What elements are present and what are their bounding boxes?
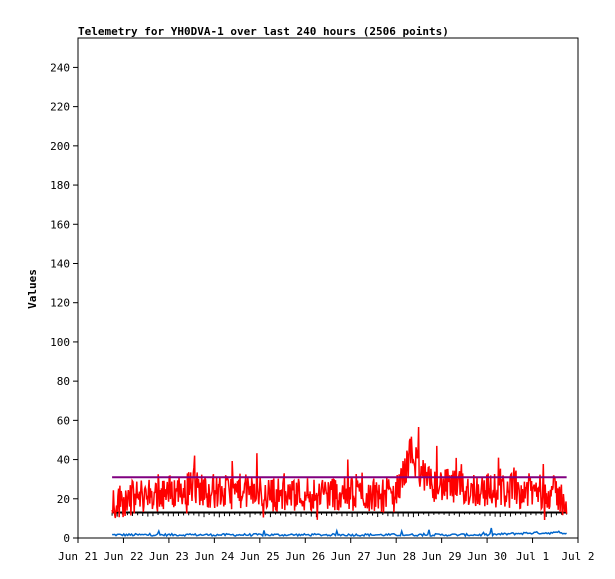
chart-title: Telemetry for YH0DVA-1 over last 240 hou…	[78, 25, 449, 38]
x-tick-label: Jun 25	[240, 550, 280, 563]
plot-frame	[77, 37, 579, 539]
y-tick-label: 240	[50, 61, 70, 74]
x-tick-label: Jun 21	[58, 550, 98, 563]
y-tick-label: 0	[63, 532, 70, 545]
series-line-0	[111, 426, 568, 521]
y-tick-label: 180	[50, 179, 70, 192]
y-tick-label: 100	[50, 336, 70, 349]
x-tick-label: Jun 24	[194, 550, 234, 563]
x-tick-label: Jul 1	[516, 550, 549, 563]
x-tick-label: Jun 29	[422, 550, 462, 563]
y-tick-label: 140	[50, 257, 70, 270]
x-tick-label: Jun 26	[285, 550, 325, 563]
y-tick-label: 20	[57, 493, 70, 506]
x-tick-label: Jun 23	[149, 550, 189, 563]
x-tick-label: Jun 27	[331, 550, 371, 563]
x-axis: Jun 21 Jun 22 Jun 23 Jun 24 Jun 25 Jun 26 Jun …	[58, 538, 595, 563]
y-tick-label: 200	[50, 140, 70, 153]
y-tick-label: 120	[50, 297, 70, 310]
y-tick-label: 220	[50, 101, 70, 114]
x-tick-label: Jun 22	[104, 550, 144, 563]
series-line-3	[112, 527, 567, 538]
y-axis: 0 20 40 60 80 100 120 140 160 180 200 220 240	[50, 61, 78, 545]
y-axis-label: Values	[26, 269, 39, 309]
y-tick-label: 60	[57, 414, 70, 427]
y-tick-label: 80	[57, 375, 70, 388]
x-tick-label: Jun 28	[376, 550, 416, 563]
y-tick-label: 40	[57, 454, 70, 467]
x-tick-label: Jun 30	[467, 550, 507, 563]
y-tick-label: 160	[50, 218, 70, 231]
series-layer	[111, 426, 568, 538]
x-tick-label: Jul 2	[561, 550, 594, 563]
